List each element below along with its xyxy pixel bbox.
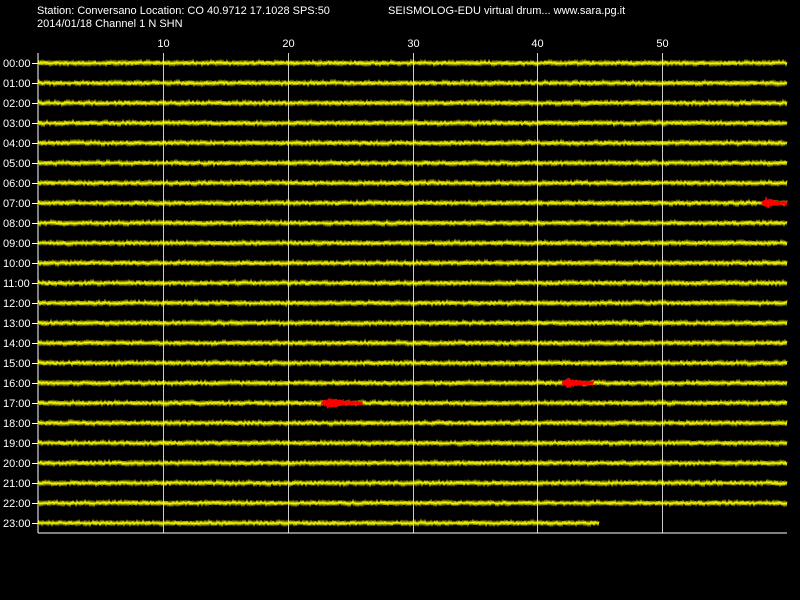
row-label-0300: 03:00 [3,118,31,130]
row-label-1100: 11:00 [3,278,30,290]
trace-0700 [37,198,788,208]
trace-1800 [37,418,788,428]
row-label-0800: 08:00 [3,218,31,230]
row-label-0900: 09:00 [3,238,31,250]
row-label-2200: 22:00 [3,498,31,510]
trace-0800 [37,218,788,228]
row-label-1600: 16:00 [3,378,31,390]
x-tick-label-20: 20 [282,38,294,50]
trace-1900 [37,438,788,448]
trace-0900 [37,238,788,248]
row-label-1500: 15:00 [3,358,31,370]
trace-0500 [37,158,788,168]
trace-2200 [37,498,788,508]
brand-info: SEISMOLOG-EDU virtual drum... www.sara.p… [388,5,626,17]
x-tick-label-50: 50 [656,38,668,50]
trace-1500 [37,358,788,368]
row-label-0500: 05:00 [3,158,31,170]
row-label-2100: 21:00 [3,478,31,490]
station-info: Station: Conversano Location: CO 40.9712… [37,5,330,17]
trace-1000 [37,258,788,268]
row-label-2300: 23:00 [3,518,31,530]
row-label-1200: 12:00 [3,298,31,310]
row-label-1300: 13:00 [3,318,31,330]
trace-2300 [37,518,600,528]
row-label-1900: 19:00 [3,438,31,450]
trace-1100 [37,278,788,288]
trace-0300 [37,118,788,128]
row-label-2000: 20:00 [3,458,31,470]
row-label-0100: 01:00 [3,78,31,90]
trace-1700 [37,398,788,408]
event-1700 [320,398,363,409]
row-label-0200: 02:00 [3,98,31,110]
trace-0000 [37,58,788,68]
trace-1300 [37,318,788,328]
row-label-1700: 17:00 [3,398,31,410]
trace-2100 [37,478,788,488]
trace-1600 [37,378,788,388]
event-0700 [761,196,788,209]
trace-1200 [37,298,788,308]
row-label-0000: 00:00 [3,58,31,70]
row-label-1400: 14:00 [3,338,31,350]
row-label-1000: 10:00 [3,258,31,270]
row-label-0700: 07:00 [3,198,31,210]
x-tick-label-10: 10 [157,38,169,50]
trace-0100 [37,78,788,88]
trace-1400 [37,338,788,348]
date-channel-info: 2014/01/18 Channel 1 N SHN [37,18,183,30]
x-tick-label-30: 30 [407,38,419,50]
x-tick-label-40: 40 [531,38,543,50]
row-label-0600: 06:00 [3,178,31,190]
row-label-1800: 18:00 [3,418,31,430]
row-label-0400: 04:00 [3,138,31,150]
trace-0200 [37,98,788,108]
trace-0400 [37,138,788,148]
event-1600 [561,377,595,388]
trace-2000 [37,458,788,468]
trace-0600 [37,178,788,188]
